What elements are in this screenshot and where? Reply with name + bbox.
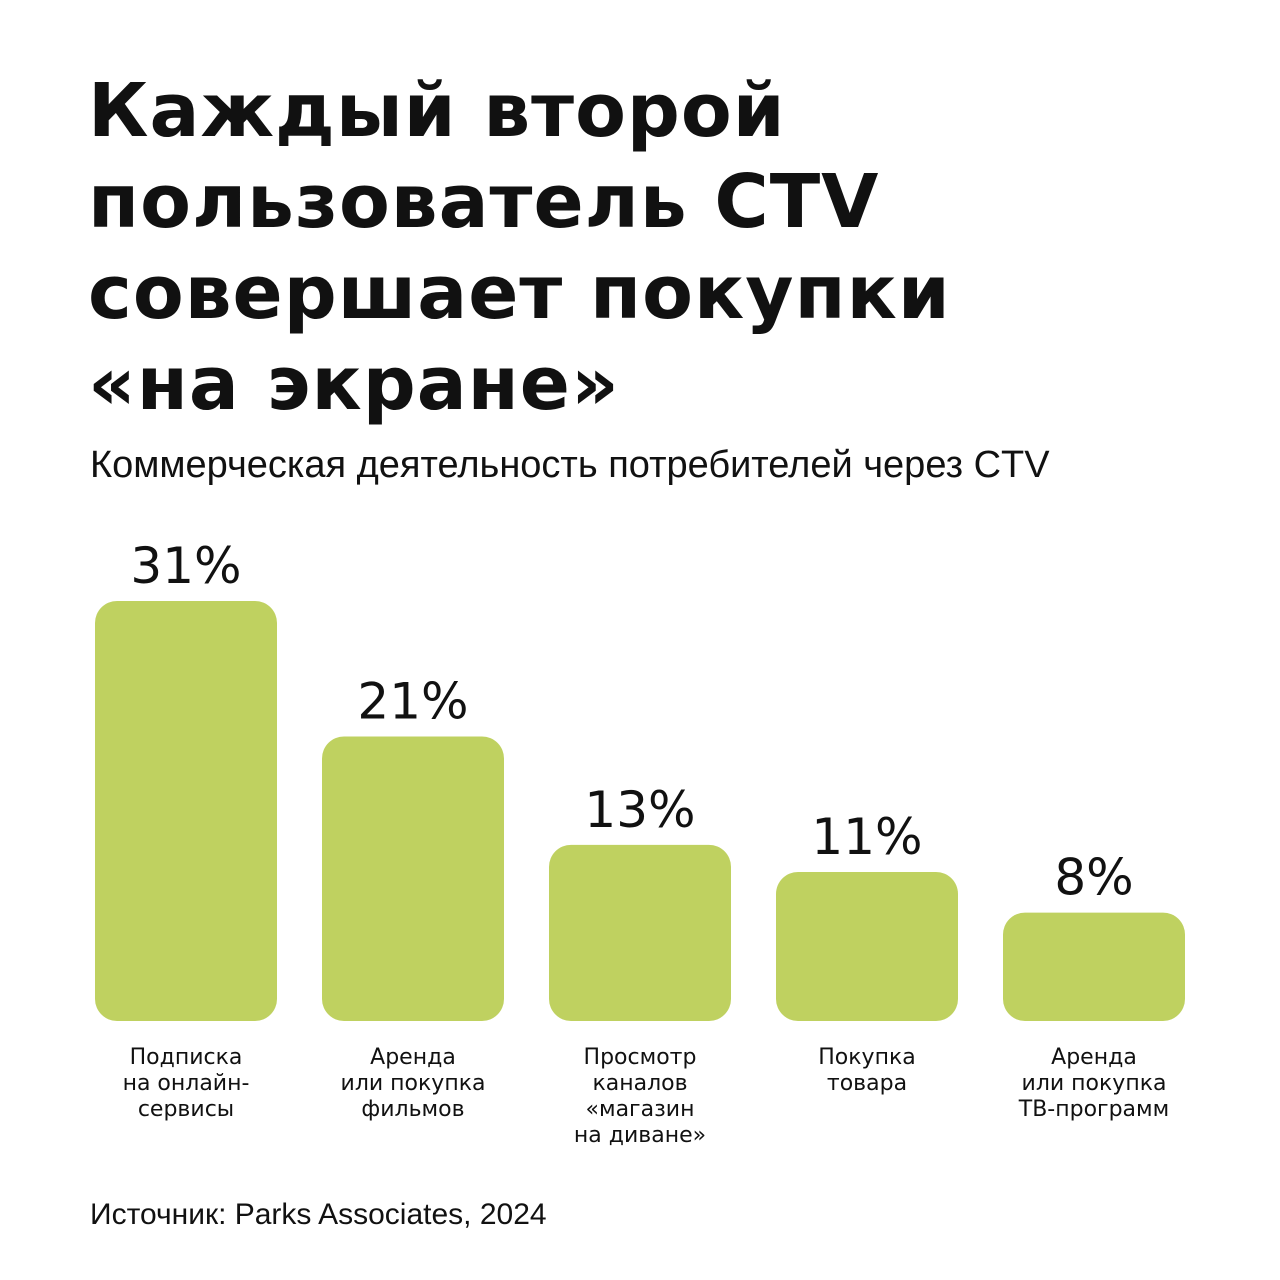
category-label-2-line-1: Аренда bbox=[370, 1045, 456, 1070]
bar-5 bbox=[1003, 912, 1185, 1021]
category-label-1-line-3: сервисы bbox=[138, 1097, 234, 1122]
category-label-5-line-1: Аренда bbox=[1051, 1045, 1137, 1070]
category-label-2: Аренда или покупка фильмов bbox=[341, 1045, 486, 1122]
title-line-1: Каждый второй bbox=[88, 68, 786, 154]
category-label-3: Просмотр каналов «магазин на диване» bbox=[574, 1045, 706, 1148]
category-label-1-line-1: Подписка bbox=[130, 1045, 243, 1070]
category-label-3-line-4: на диване» bbox=[574, 1123, 706, 1148]
value-label-5: 8% bbox=[1054, 849, 1133, 907]
value-label-4: 11% bbox=[811, 808, 922, 866]
bar-4 bbox=[776, 871, 958, 1021]
category-label-4: Покупка товара bbox=[818, 1045, 915, 1096]
title-line-2: пользователь CTV bbox=[88, 159, 880, 245]
category-label-2-line-3: фильмов bbox=[361, 1097, 464, 1122]
value-label-2: 21% bbox=[357, 672, 468, 730]
value-label-3: 13% bbox=[584, 781, 695, 839]
title-line-4: «на экране» bbox=[88, 341, 620, 427]
category-label-4-line-1: Покупка bbox=[818, 1045, 915, 1070]
category-label-1-line-2: на онлайн- bbox=[123, 1071, 250, 1096]
category-label-5: Аренда или покупка ТВ-программ bbox=[1018, 1045, 1169, 1122]
category-label-3-line-3: «магазин bbox=[586, 1097, 695, 1122]
source-note: Источник: Parks Associates, 2024 bbox=[90, 1198, 547, 1231]
value-label-1: 31% bbox=[130, 537, 241, 595]
bar-2 bbox=[322, 736, 504, 1021]
category-label-3-line-1: Просмотр bbox=[584, 1045, 697, 1070]
category-label-4-line-2: товара bbox=[827, 1071, 907, 1096]
category-label-5-line-3: ТВ-программ bbox=[1018, 1097, 1169, 1122]
title-line-3: совершает покупки bbox=[88, 250, 951, 336]
chart-subtitle: Коммерческая деятельность потребителей ч… bbox=[90, 444, 1050, 486]
chart-title: Каждый второй пользователь CTV совершает… bbox=[88, 66, 1208, 430]
bar-3 bbox=[549, 844, 731, 1021]
category-label-5-line-2: или покупка bbox=[1022, 1071, 1167, 1096]
category-label-2-line-2: или покупка bbox=[341, 1071, 486, 1096]
bar-1 bbox=[95, 600, 277, 1021]
category-label-3-line-2: каналов bbox=[592, 1071, 687, 1096]
category-label-1: Подписка на онлайн-сервисы bbox=[123, 1045, 250, 1122]
